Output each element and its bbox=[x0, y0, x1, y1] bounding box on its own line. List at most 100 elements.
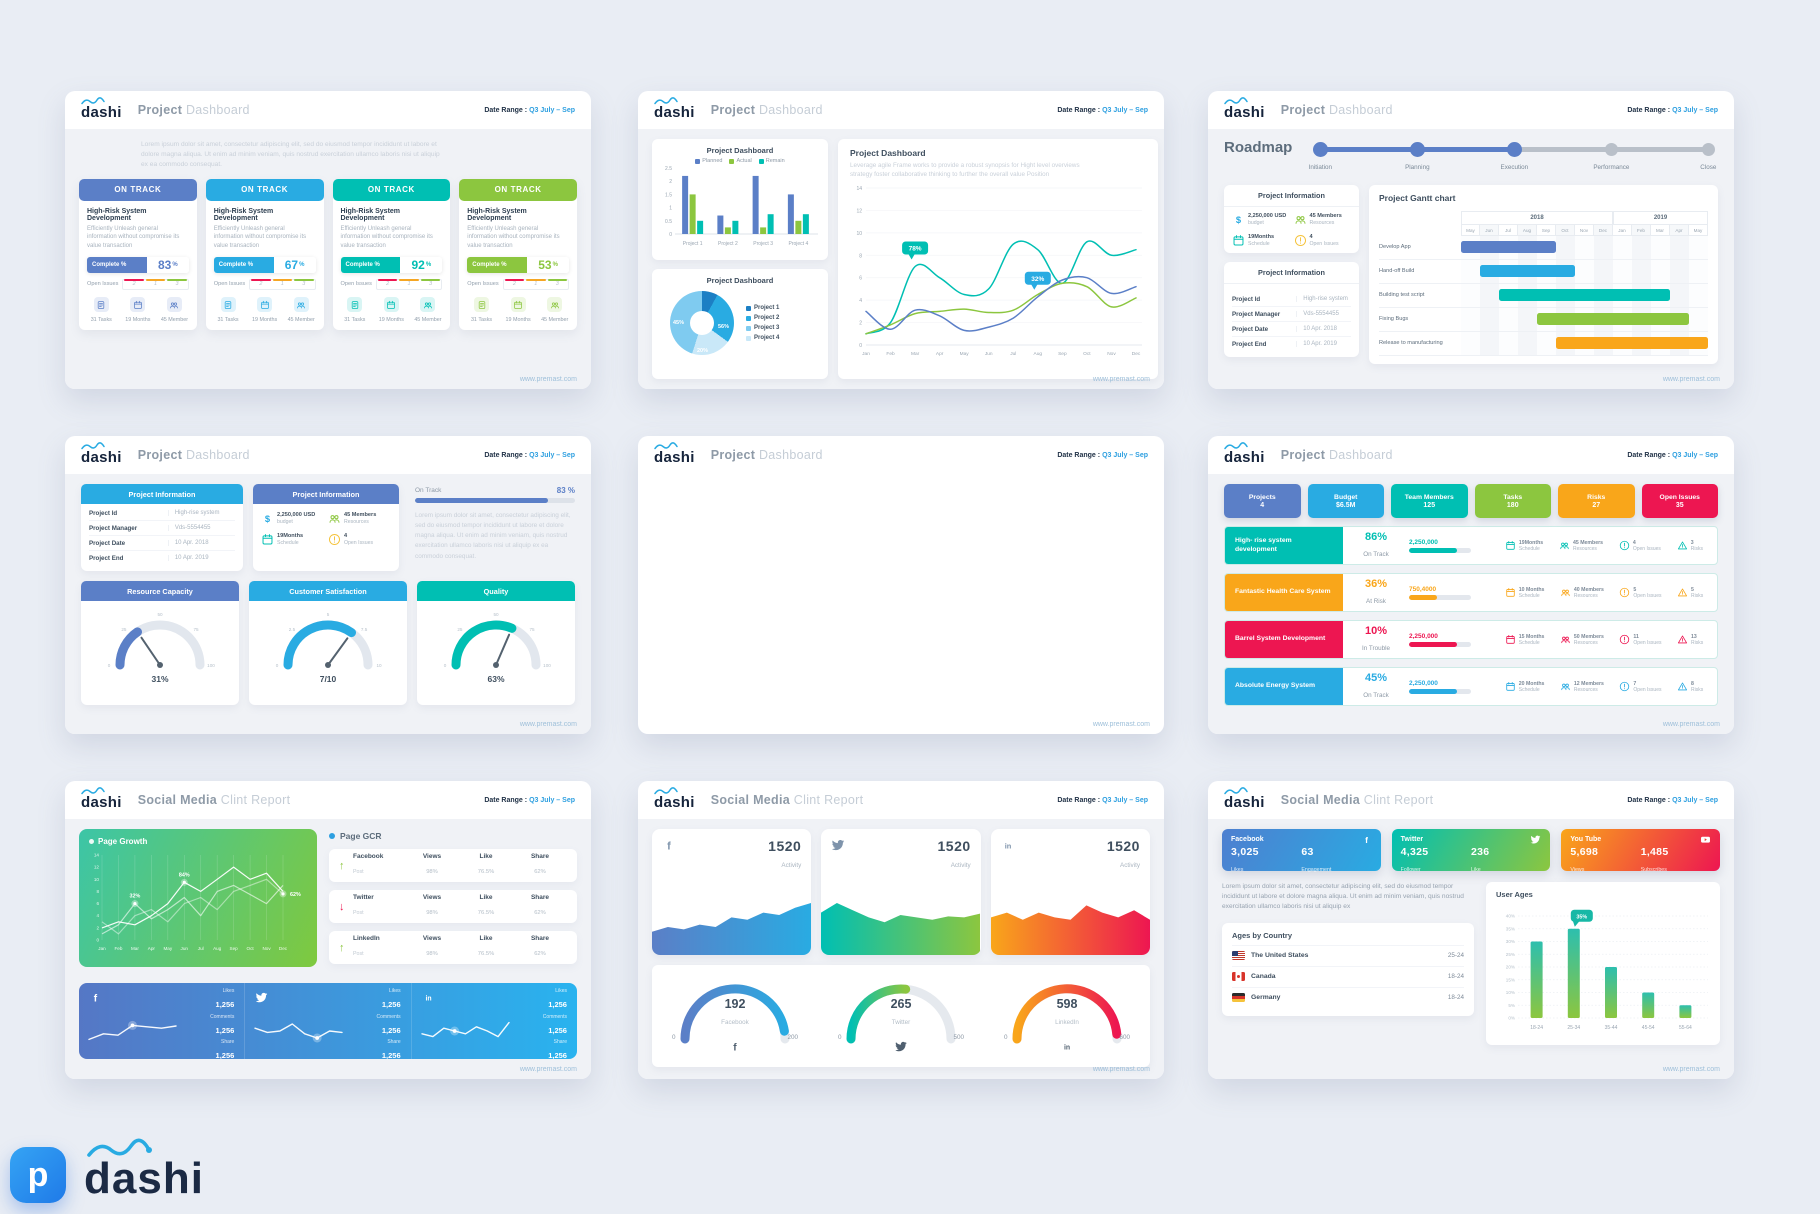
user-ages-card: User Ages 40% 35% 30% 25% 20% 15% 10% 5% 0% 18-24… bbox=[1486, 882, 1720, 1045]
card-title: Project Information bbox=[1224, 262, 1359, 284]
roadmap-step-dot bbox=[1701, 143, 1715, 156]
svg-text:20%: 20% bbox=[1506, 965, 1515, 970]
issues-icon bbox=[328, 533, 341, 546]
calendar-icon bbox=[257, 297, 273, 313]
brand-footer: p dashi bbox=[10, 1138, 204, 1204]
svg-text:2: 2 bbox=[96, 925, 99, 930]
slide-header: dashi Social Media Clint Report Date Ran… bbox=[638, 781, 1164, 819]
gantt-task-name: Fixing Bugs bbox=[1379, 316, 1409, 322]
website-link[interactable]: www.premast.com bbox=[1662, 1066, 1720, 1073]
complete-label: Complete % bbox=[340, 256, 401, 273]
linkedin-activity-card: in 1520 Activity bbox=[990, 829, 1150, 955]
card-title: High-Risk System Development bbox=[213, 207, 274, 222]
linkedin-icon: in bbox=[422, 991, 435, 1004]
website-link[interactable]: www.premast.com bbox=[1092, 721, 1150, 728]
body-text: Lorem ipsum dolor sit amet, consectetur … bbox=[415, 511, 571, 560]
issues-icon bbox=[1294, 234, 1307, 247]
gantt-bar bbox=[1537, 313, 1689, 325]
gantt-month: Aug bbox=[1518, 224, 1537, 236]
project-info-table-card: Project Information Project Id High-rise … bbox=[81, 484, 243, 571]
svg-text:14: 14 bbox=[856, 186, 862, 192]
tasks-icon bbox=[347, 297, 363, 313]
project-name: Barrel System Development bbox=[1225, 621, 1343, 658]
intro-text: Lorem ipsum dolor sit amet, consectetur … bbox=[141, 141, 440, 169]
members-icon bbox=[166, 297, 182, 313]
risk-icon bbox=[1677, 540, 1688, 551]
svg-text:8: 8 bbox=[96, 889, 99, 894]
canada-flag-icon bbox=[1232, 972, 1245, 982]
slide-project-status-diagram[interactable]: dashi Project Dashboard Date Range : Q3 … bbox=[638, 436, 1164, 734]
on-track-progress bbox=[415, 498, 575, 503]
gauge-value: 31% bbox=[151, 674, 169, 684]
website-link[interactable]: www.premast.com bbox=[1092, 376, 1150, 383]
svg-text:Aug: Aug bbox=[1034, 351, 1043, 357]
kpi-tile-open-issues: Open Issues 35 bbox=[1641, 484, 1718, 518]
svg-text:0: 0 bbox=[276, 663, 279, 668]
calendar-icon bbox=[510, 297, 526, 313]
dashi-logo: dashi bbox=[1224, 786, 1265, 811]
svg-text:32%: 32% bbox=[1031, 276, 1044, 283]
website-link[interactable]: www.premast.com bbox=[1662, 721, 1720, 728]
slide-project-kpi-rows[interactable]: dashi Project Dashboard Date Range : Q3 … bbox=[1208, 436, 1734, 734]
trend-sparkline bbox=[418, 1011, 513, 1054]
project-name: Absolute Energy System bbox=[1225, 668, 1343, 705]
svg-text:Nov: Nov bbox=[262, 946, 271, 951]
slide-social-media-stats[interactable]: dashi Social Media Clint Report Date Ran… bbox=[1208, 781, 1734, 1079]
area-chart bbox=[652, 895, 811, 955]
members-icon bbox=[547, 297, 563, 313]
donut-chart-card: Project Dashboard 45% 56% 20% Project 1 … bbox=[652, 269, 828, 379]
dashi-logo: dashi bbox=[1224, 441, 1265, 466]
gantt-title: Project Gantt chart bbox=[1379, 193, 1456, 203]
slide-social-media-activity[interactable]: dashi Social Media Clint Report Date Ran… bbox=[638, 781, 1164, 1079]
slide-title: Social Media Clint Report bbox=[710, 793, 864, 807]
twitter-gauge: 265 Twitter 0 500 bbox=[826, 971, 976, 1057]
slide-social-media-growth[interactable]: dashi Social Media Clint Report Date Ran… bbox=[65, 781, 591, 1079]
status-badge: ON TRACK bbox=[332, 178, 451, 201]
roadmap-step-dot bbox=[1409, 142, 1425, 157]
website-link[interactable]: www.premast.com bbox=[1092, 1066, 1150, 1073]
svg-text:18-24: 18-24 bbox=[1530, 1025, 1543, 1031]
svg-text:Oct: Oct bbox=[1083, 351, 1091, 357]
budget-progress bbox=[1409, 688, 1471, 694]
members-icon bbox=[1560, 634, 1571, 645]
country-row: Canada 18-24 bbox=[1232, 965, 1464, 987]
donut-chart: 45% 56% 20% bbox=[670, 291, 734, 355]
svg-text:12: 12 bbox=[856, 208, 862, 214]
complete-percent: 92% bbox=[400, 256, 443, 273]
gantt-bar bbox=[1461, 241, 1556, 253]
chart-title: Project Dashboard bbox=[706, 276, 774, 285]
slide-project-dashboard-charts[interactable]: dashi Project Dashboard Date Range : Q3 … bbox=[638, 91, 1164, 389]
svg-text:10: 10 bbox=[376, 663, 382, 668]
trend-sparkline bbox=[251, 1011, 346, 1054]
website-link[interactable]: www.premast.com bbox=[1662, 376, 1720, 383]
card-title: Ages by Country bbox=[1232, 930, 1293, 940]
members-count: 45 Member bbox=[541, 316, 569, 323]
slide-title: Social Media Clint Report bbox=[1280, 793, 1434, 807]
svg-text:f: f bbox=[667, 840, 671, 852]
slide-header: dashi Project Dashboard Date Range : Q3 … bbox=[1208, 91, 1734, 129]
svg-text:in: in bbox=[1064, 1045, 1070, 1052]
slide-project-roadmap-gantt[interactable]: dashi Project Dashboard Date Range : Q3 … bbox=[1208, 91, 1734, 389]
svg-text:1: 1 bbox=[669, 206, 672, 212]
status-card: ON TRACK High-Risk System Development Ef… bbox=[332, 178, 451, 330]
linkedin-icon: in bbox=[1001, 838, 1015, 852]
gauges-card: 192 Facebook 0 200 f 265 Twitter 0 500 598… bbox=[652, 965, 1150, 1067]
gantt-task-name: Hand-off Build bbox=[1379, 268, 1415, 274]
slide-header: dashi Social Media Clint Report Date Ran… bbox=[65, 781, 591, 819]
kpi-tile-risks: Risks 27 bbox=[1558, 484, 1635, 518]
slide-project-info-gauges[interactable]: dashi Project Dashboard Date Range : Q3 … bbox=[65, 436, 591, 734]
card-description: Efficiently Unleash general information … bbox=[340, 225, 433, 250]
svg-text:25-34: 25-34 bbox=[1567, 1025, 1580, 1031]
website-link[interactable]: www.premast.com bbox=[519, 721, 577, 728]
svg-text:62%: 62% bbox=[290, 892, 301, 898]
risk-icon bbox=[1677, 634, 1688, 645]
bar-chart-card: Project Dashboard Planned Actual Remain … bbox=[652, 139, 828, 260]
issues-icon bbox=[1619, 634, 1630, 645]
website-link[interactable]: www.premast.com bbox=[519, 376, 577, 383]
date-range: Date Range : Q3 July – Sep bbox=[484, 451, 575, 459]
svg-text:Feb: Feb bbox=[114, 946, 122, 951]
svg-text:50: 50 bbox=[157, 612, 163, 617]
slide-project-dashboard-cards[interactable]: dashi Project Dashboard Date Range : Q3 … bbox=[65, 91, 591, 389]
website-link[interactable]: www.premast.com bbox=[519, 1066, 577, 1073]
tasks-count: 31 Tasks bbox=[344, 316, 366, 323]
